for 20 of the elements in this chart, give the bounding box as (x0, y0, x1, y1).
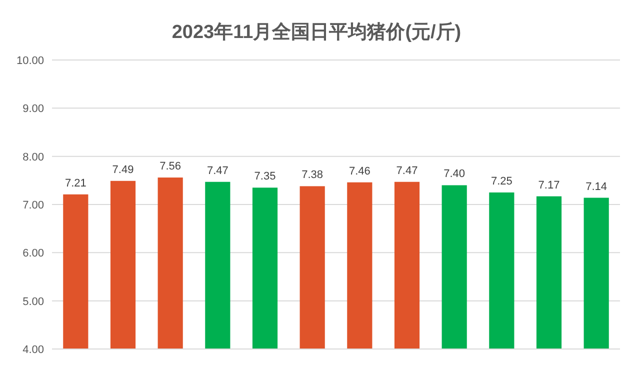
y-tick-label: 4.00 (22, 344, 44, 356)
y-tick-label: 9.00 (22, 103, 44, 116)
data-label: 7.25 (490, 175, 512, 188)
data-label: 7.17 (538, 179, 560, 192)
y-tick-label: 8.00 (22, 151, 44, 164)
data-label: 7.38 (302, 169, 324, 182)
chart-title: 2023年11月全国日平均猪价(元/斤) (172, 21, 462, 43)
data-label: 7.35 (254, 170, 276, 183)
y-tick-label: 7.00 (22, 200, 44, 212)
data-label: 7.46 (348, 165, 370, 178)
y-tick-label: 5.00 (22, 296, 44, 308)
data-label: 7.21 (64, 177, 86, 190)
data-label: 7.14 (586, 180, 608, 193)
y-tick-label: 6.00 (22, 248, 44, 260)
y-tick-label: 10.00 (16, 55, 44, 67)
data-label: 7.47 (206, 164, 228, 177)
data-label: 7.47 (396, 164, 418, 177)
data-label: 7.56 (160, 160, 182, 173)
data-label: 7.40 (444, 168, 466, 180)
data-label: 7.49 (112, 164, 134, 176)
